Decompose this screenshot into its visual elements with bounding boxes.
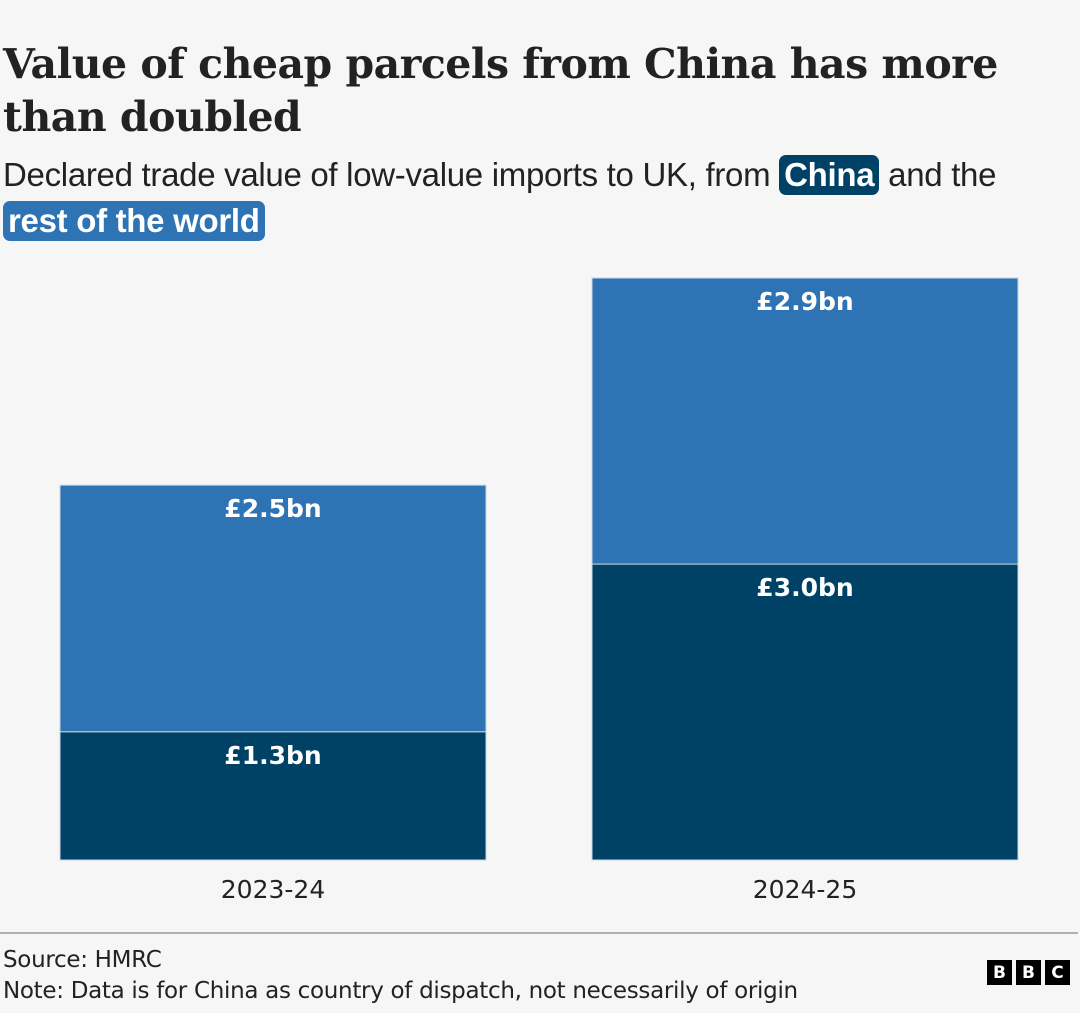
note-text: Note: Data is for China as country of di… xyxy=(3,978,798,1004)
bbc-logo: B B C xyxy=(987,960,1070,985)
subtitle-text: Declared trade value of low-value import… xyxy=(3,156,780,193)
chart-subtitle: Declared trade value of low-value import… xyxy=(3,152,1078,244)
footer-divider xyxy=(0,932,1078,934)
subtitle-text-middle: and the xyxy=(879,156,997,193)
footer: Source: HMRC Note: Data is for China as … xyxy=(3,945,798,1007)
x-tick-label: 2023-24 xyxy=(221,875,325,904)
data-label: £1.3bn xyxy=(224,741,321,770)
x-tick-label: 2024-25 xyxy=(753,875,857,904)
bbc-logo-letter: B xyxy=(1016,960,1041,985)
source-text: Source: HMRC xyxy=(3,947,162,973)
chart-title: Value of cheap parcels from China has mo… xyxy=(3,40,998,141)
bar-segment-china-2024-25 xyxy=(591,563,1019,861)
bbc-logo-letter: B xyxy=(987,960,1012,985)
bar-segment-china-2023-24 xyxy=(59,731,487,861)
data-label: £3.0bn xyxy=(756,573,853,602)
bar-segment-rest-of-world-2023-24 xyxy=(59,484,487,733)
data-label: £2.5bn xyxy=(224,494,321,523)
data-label: £2.9bn xyxy=(756,287,853,316)
bar-segment-rest-of-world-2024-25 xyxy=(591,277,1019,565)
stacked-bar-chart: £1.3bn £2.5bn 2023-24 £3.0bn £2.9bn 2024-25 xyxy=(59,277,1019,904)
legend-china: China xyxy=(779,155,880,195)
legend-rest-of-world: rest of the world xyxy=(3,201,265,241)
bbc-logo-letter: C xyxy=(1045,960,1070,985)
